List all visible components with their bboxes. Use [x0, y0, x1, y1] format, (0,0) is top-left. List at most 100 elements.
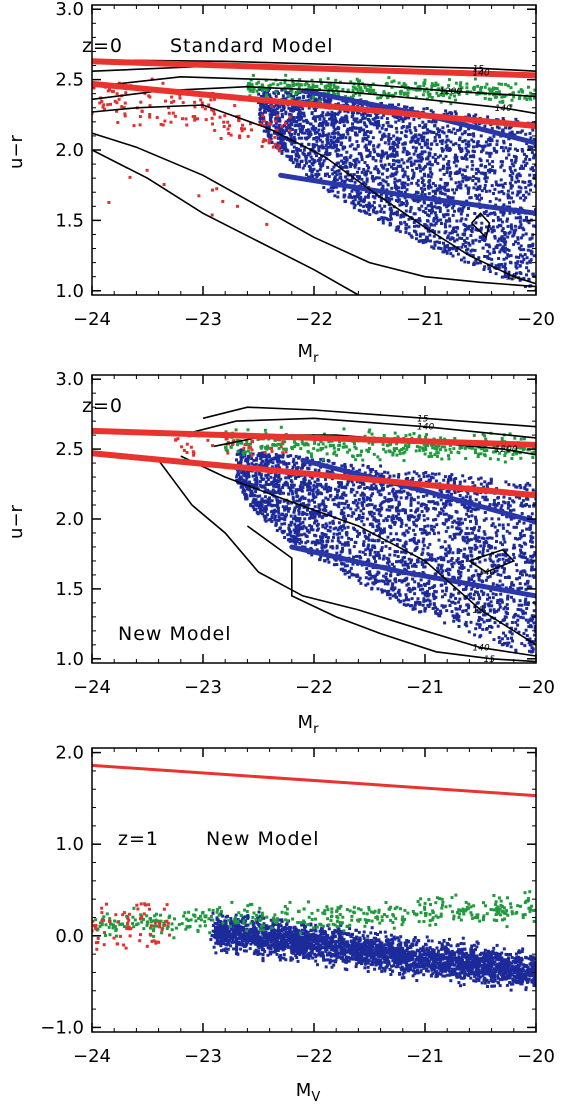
blue-point	[481, 148, 485, 152]
blue-point	[429, 170, 433, 174]
blue-point	[527, 269, 530, 273]
red-point	[171, 111, 175, 115]
blue-point	[318, 117, 322, 121]
blue-point	[507, 153, 511, 157]
blue-point	[383, 141, 387, 145]
red-point	[264, 138, 268, 142]
blue-point	[329, 135, 333, 139]
blue-point	[308, 122, 312, 126]
blue-point	[525, 488, 529, 492]
blue-point	[394, 514, 398, 518]
blue-point	[329, 513, 333, 517]
green-point	[497, 82, 501, 86]
blue-point	[272, 483, 276, 487]
blue-point	[459, 549, 463, 552]
blue-point	[343, 175, 347, 179]
green-point	[358, 93, 362, 97]
blue-point	[402, 184, 406, 188]
blue-point	[418, 219, 422, 223]
green-point	[326, 77, 330, 81]
blue-point	[315, 154, 318, 158]
blue-point	[427, 214, 431, 218]
green-point	[288, 84, 292, 88]
blue-point	[426, 229, 430, 233]
blue-point	[386, 183, 390, 187]
green-point	[369, 85, 373, 89]
red-point	[210, 116, 214, 120]
blue-point	[276, 509, 280, 513]
blue-point	[478, 501, 482, 505]
blue-point	[391, 145, 395, 149]
blue-point	[384, 128, 388, 131]
blue-point	[408, 210, 412, 213]
blue-point	[426, 184, 430, 188]
blue-point	[507, 503, 510, 507]
blue-point	[333, 194, 337, 198]
blue-point	[403, 508, 407, 512]
green-point	[279, 81, 283, 85]
blue-point	[527, 145, 531, 149]
blue-point	[423, 223, 427, 226]
blue-point	[305, 121, 309, 125]
blue-point	[391, 594, 395, 598]
blue-point	[454, 158, 457, 162]
blue-point	[279, 139, 283, 143]
blue-point	[500, 163, 504, 167]
blue-point	[513, 614, 517, 618]
blue-point	[501, 534, 505, 538]
blue-point	[396, 573, 400, 577]
blue-point	[270, 480, 274, 484]
blue-point	[306, 95, 310, 98]
blue-point	[497, 265, 501, 269]
blue-point	[490, 517, 494, 521]
blue-point	[413, 592, 417, 596]
blue-point	[397, 475, 400, 479]
blue-point	[341, 136, 344, 140]
blue-point	[352, 111, 356, 115]
blue-point	[276, 133, 280, 137]
blue-point	[447, 129, 451, 133]
blue-point	[484, 140, 488, 144]
blue-point	[363, 172, 367, 176]
blue-point	[499, 506, 503, 510]
blue-point	[367, 148, 371, 152]
blue-point	[244, 457, 248, 461]
blue-point	[493, 235, 497, 238]
blue-point	[413, 533, 417, 537]
blue-point	[336, 140, 340, 143]
blue-point	[499, 248, 503, 252]
green-point	[290, 78, 294, 82]
blue-point	[434, 590, 438, 594]
blue-point	[466, 509, 470, 513]
blue-point	[442, 213, 445, 217]
blue-point	[359, 203, 362, 207]
blue-point	[282, 491, 285, 495]
blue-point	[243, 495, 247, 499]
blue-point	[269, 460, 273, 464]
blue-point	[445, 183, 449, 187]
blue-point	[359, 209, 363, 213]
blue-point	[361, 503, 364, 507]
blue-point	[338, 176, 342, 180]
blue-point	[314, 543, 318, 547]
green-point	[349, 80, 353, 84]
blue-point	[308, 159, 312, 163]
blue-point	[280, 109, 284, 113]
blue-point	[443, 222, 447, 226]
green-point	[373, 92, 377, 95]
blue-point	[512, 483, 516, 487]
red-point	[229, 133, 233, 137]
blue-point	[507, 557, 511, 561]
blue-point	[412, 498, 416, 502]
blue-point	[429, 239, 432, 243]
blue-point	[524, 157, 528, 161]
blue-point	[286, 454, 290, 458]
blue-point	[435, 143, 439, 146]
blue-point	[478, 597, 482, 601]
blue-point	[365, 179, 369, 183]
blue-point	[312, 514, 316, 518]
blue-point	[425, 219, 429, 223]
contour-label: 15	[506, 273, 518, 283]
blue-point	[357, 152, 361, 156]
blue-point	[462, 222, 466, 226]
